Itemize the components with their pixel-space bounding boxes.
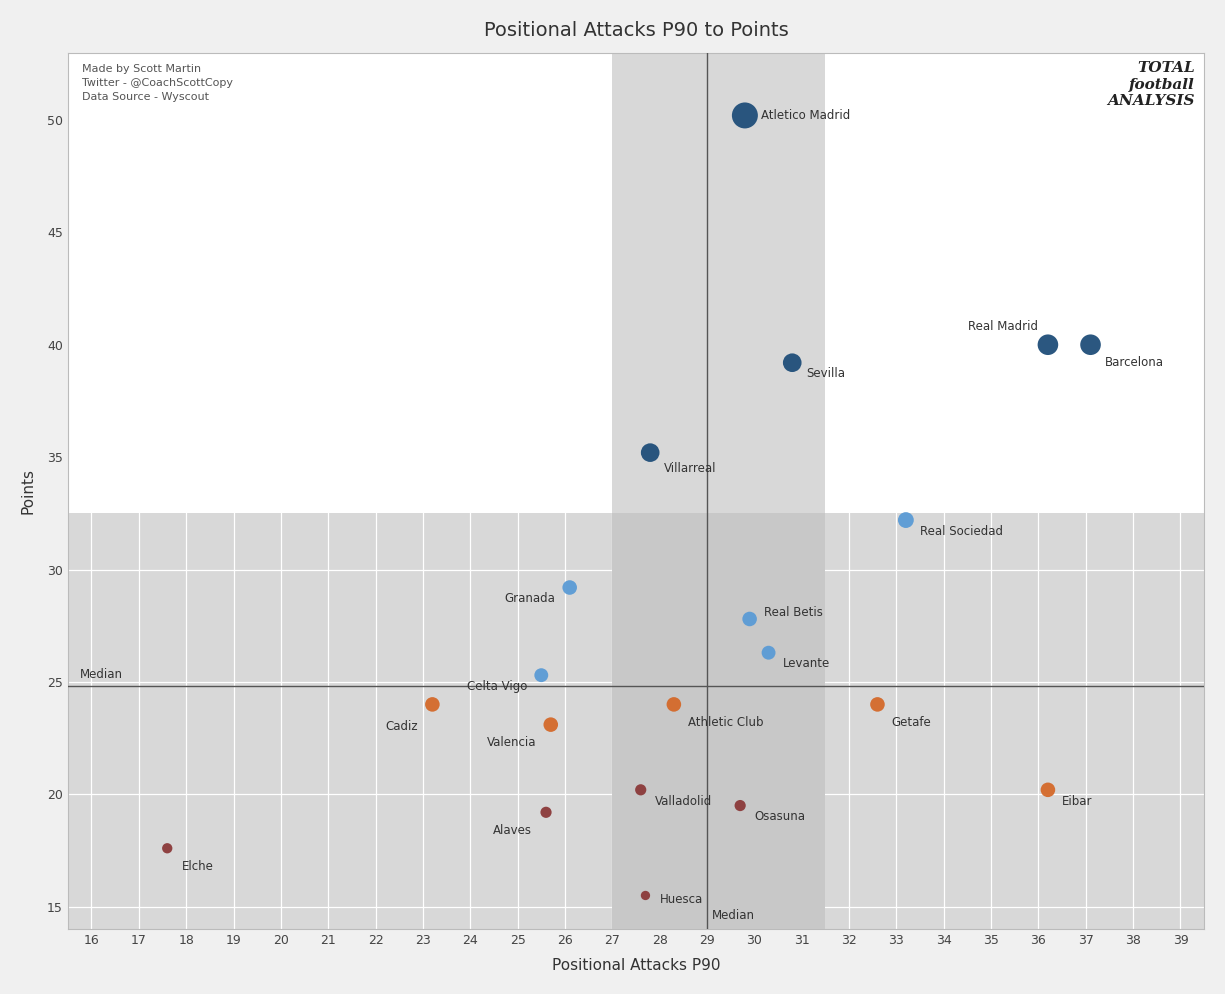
Point [895, 512, 915, 528]
Bar [612, 53, 826, 929]
Text: Cadiz: Cadiz [386, 721, 418, 734]
Bar [67, 513, 1204, 929]
Point [158, 840, 178, 856]
Point [560, 580, 579, 595]
Point [532, 667, 551, 683]
Text: Osasuna: Osasuna [755, 810, 805, 823]
Text: Villarreal: Villarreal [664, 462, 717, 475]
Text: Atletico Madrid: Atletico Madrid [762, 109, 850, 122]
Text: Valladolid: Valladolid [655, 794, 712, 807]
Text: Real Betis: Real Betis [764, 605, 823, 618]
Point [867, 697, 887, 713]
Text: Celta Vigo: Celta Vigo [467, 680, 527, 693]
Text: Sevilla: Sevilla [806, 368, 845, 381]
Point [1080, 337, 1100, 353]
Point [1038, 782, 1057, 798]
Point [664, 697, 684, 713]
X-axis label: Positional Attacks P90: Positional Attacks P90 [551, 958, 720, 973]
Point [537, 804, 556, 820]
Point [541, 717, 561, 733]
Text: Levante: Levante [783, 657, 831, 670]
Point [740, 611, 760, 627]
Text: Median: Median [712, 910, 755, 922]
Title: Positional Attacks P90 to Points: Positional Attacks P90 to Points [484, 21, 789, 40]
Point [1038, 337, 1057, 353]
Text: Median: Median [80, 668, 122, 681]
Text: Barcelona: Barcelona [1105, 356, 1164, 369]
Point [730, 797, 750, 813]
Text: Granada: Granada [505, 592, 555, 605]
Text: Eibar: Eibar [1062, 794, 1093, 807]
Text: Made by Scott Martin
Twitter - @CoachScottCopy
Data Source - Wyscout: Made by Scott Martin Twitter - @CoachSco… [82, 64, 233, 101]
Text: TOTAL
football
ANALYSIS: TOTAL football ANALYSIS [1107, 62, 1194, 108]
Text: Real Madrid: Real Madrid [969, 320, 1039, 333]
Point [423, 697, 442, 713]
Point [783, 355, 802, 371]
Point [641, 444, 660, 460]
Text: Valencia: Valencia [488, 737, 537, 749]
Point [636, 888, 655, 904]
Text: Elche: Elche [181, 860, 213, 873]
Text: Real Sociedad: Real Sociedad [920, 525, 1003, 538]
Text: Getafe: Getafe [892, 716, 931, 729]
Point [735, 107, 755, 123]
Y-axis label: Points: Points [21, 468, 36, 514]
Text: Alaves: Alaves [492, 824, 532, 837]
Point [631, 782, 650, 798]
Text: Huesca: Huesca [659, 894, 703, 907]
Bar [612, 513, 826, 929]
Point [758, 645, 778, 661]
Text: Athletic Club: Athletic Club [688, 716, 763, 729]
